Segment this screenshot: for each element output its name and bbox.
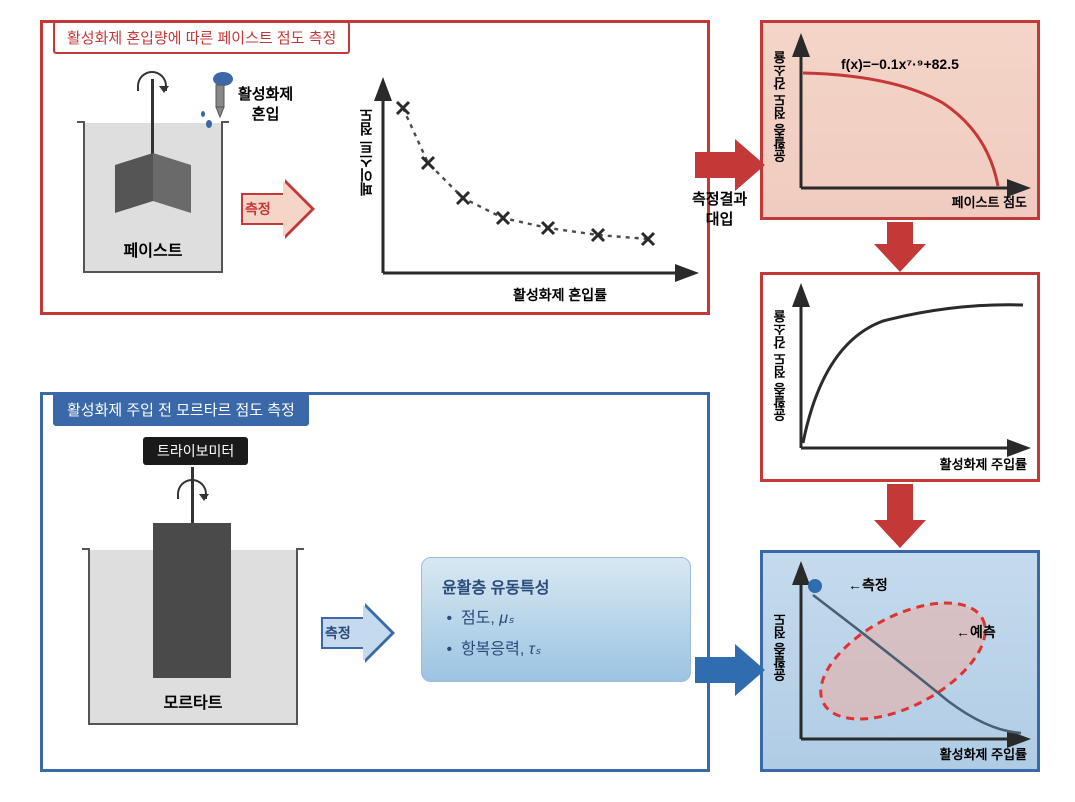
panel-paste-viscosity: 활성화제 혼입량에 따른 페이스트 점도 측정 페이스트 활성화제 혼입 측정	[40, 20, 710, 315]
arrow-top-label: 측정결과 대입	[692, 190, 747, 229]
device-label: 트라이보미터	[143, 437, 248, 465]
x-axis-label: 활성화제 주입률	[940, 454, 1027, 473]
beaker-label: 페이스트	[85, 237, 221, 261]
y-axis-label: 페이스트 점도	[356, 108, 376, 196]
panel-title: 활성화제 주입 전 모르타르 점도 측정	[53, 393, 309, 426]
rotate-icon	[177, 479, 207, 499]
arrow-r1-to-r2	[870, 222, 930, 277]
info-row2: • 항복응력, τₛ	[442, 635, 670, 665]
probe-block	[153, 523, 231, 678]
info-row1: • 점도, μₛ	[442, 604, 670, 634]
measure-label: 측정	[245, 199, 271, 219]
measure-arrow: 측정	[241, 181, 311, 237]
rotate-icon	[137, 71, 167, 91]
panel-title: 활성화제 혼입량에 따른 페이스트 점도 측정	[53, 21, 350, 54]
panel-injection-curve: 활성화제 주입률 윤활층 점도 감소율	[760, 272, 1040, 482]
panel-prediction: ←측정 ←예측 활성화제 주입률 윤활층 점도	[760, 550, 1040, 772]
measure-arrow: 측정	[321, 605, 391, 661]
panel-mortar-viscosity: 활성화제 주입 전 모르타르 점도 측정 트라이보미터 모르타트 측정 윤활층 …	[40, 392, 710, 772]
stirrer-blades-icon	[115, 153, 191, 213]
lubricant-info-box: 윤활층 유동특성 • 점도, μₛ • 항복응력, τₛ	[421, 557, 691, 682]
equation-label: f(x)=−0.1x⁷·⁹+82.5	[841, 55, 959, 73]
info-title: 윤활층 유동특성	[442, 574, 670, 604]
dropper-label: 활성화제 혼입	[238, 85, 293, 124]
arrow-r2-to-r3	[870, 484, 930, 554]
arrow-bottom-to-r3	[695, 640, 775, 700]
panel-fit-equation: f(x)=−0.1x⁷·⁹+82.5 페이스트 점도 윤활층 점도 감소율	[760, 20, 1040, 220]
marker-label: ←측정	[848, 576, 888, 594]
paste-chart	[363, 78, 703, 303]
x-axis-label: 활성화제 주입률	[940, 744, 1027, 763]
x-axis-label: 페이스트 점도	[952, 192, 1027, 211]
prediction-chart	[773, 561, 1033, 761]
x-axis-label: 활성화제 혼입률	[513, 285, 607, 305]
dropper-icon	[188, 71, 238, 131]
injection-chart	[773, 283, 1033, 473]
beaker-label: 모르타트	[90, 689, 296, 713]
arrow-top-to-r1	[695, 135, 775, 195]
y-axis-label: 윤활층 점도 감소율	[771, 310, 790, 421]
measure-label: 측정	[325, 623, 351, 643]
ellipse-label: ←예측	[956, 623, 996, 641]
